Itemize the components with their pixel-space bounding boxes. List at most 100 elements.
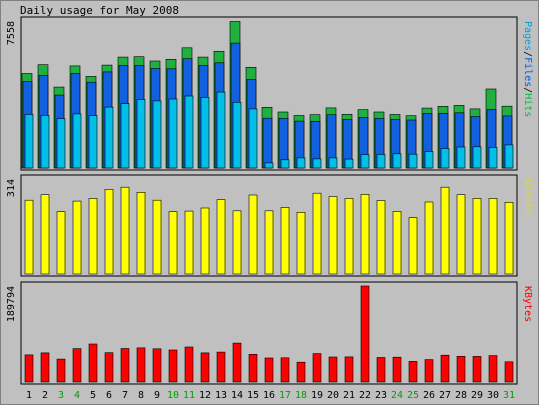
day-label-6: 6: [106, 390, 112, 401]
bar-visits-day-3: [56, 211, 66, 275]
bar-visits-day-7: [120, 186, 130, 275]
bar-pages-day-2: [40, 115, 50, 169]
bar-pages-day-11: [184, 95, 194, 169]
bar-kbytes-day-24: [392, 356, 402, 383]
bar-visits-day-5: [88, 198, 98, 275]
bar-visits-day-31: [504, 202, 514, 275]
day-label-24: 24: [391, 390, 403, 401]
bar-visits-day-24: [392, 211, 402, 275]
bar-pages-day-17: [280, 159, 290, 169]
panel-hits-legend-item: /: [522, 51, 533, 57]
bar-kbytes-day-16: [264, 357, 274, 383]
bar-kbytes-day-12: [200, 352, 210, 383]
day-label-1: 1: [26, 390, 32, 401]
day-label-31: 31: [503, 390, 515, 401]
bar-kbytes-day-17: [280, 357, 290, 383]
bar-visits-day-1: [24, 199, 34, 275]
bar-kbytes-day-7: [120, 348, 130, 383]
panel-visits-legend-item: Visits: [522, 179, 533, 215]
bar-kbytes-day-23: [376, 357, 386, 383]
bar-visits-day-4: [72, 200, 82, 275]
bar-kbytes-day-9: [152, 348, 162, 383]
bar-visits-day-12: [200, 207, 210, 275]
day-label-3: 3: [58, 390, 64, 401]
bar-kbytes-day-18: [296, 361, 306, 383]
day-label-8: 8: [138, 390, 144, 401]
panel-hits-legend-item: Pages: [522, 21, 533, 51]
day-label-7: 7: [122, 390, 128, 401]
day-label-25: 25: [407, 390, 419, 401]
day-label-22: 22: [359, 390, 371, 401]
bar-pages-day-26: [424, 151, 434, 169]
bar-visits-day-11: [184, 210, 194, 275]
bar-visits-day-27: [440, 186, 450, 275]
panel-kbytes-ymax-label: 189794: [6, 286, 17, 322]
bar-kbytes-day-28: [456, 355, 466, 383]
bar-kbytes-day-31: [504, 361, 514, 383]
bar-visits-day-8: [136, 192, 146, 275]
bar-pages-day-19: [312, 158, 322, 169]
bar-visits-day-15: [248, 194, 258, 275]
bar-kbytes-day-29: [472, 356, 482, 383]
bar-pages-day-10: [168, 98, 178, 169]
bar-kbytes-day-10: [168, 349, 178, 383]
bar-kbytes-day-1: [24, 354, 34, 383]
bar-kbytes-day-22: [360, 285, 370, 383]
bar-pages-day-27: [440, 148, 450, 169]
day-label-20: 20: [327, 390, 339, 401]
bar-visits-day-26: [424, 201, 434, 275]
bar-visits-day-6: [104, 189, 114, 275]
bar-visits-day-29: [472, 198, 482, 275]
day-label-29: 29: [471, 390, 483, 401]
bar-visits-day-21: [344, 198, 354, 275]
panel-kbytes: 189794 KBytes: [6, 281, 533, 385]
day-label-4: 4: [74, 390, 80, 401]
panel-visits: 314 Visits: [6, 174, 533, 277]
panel-hits-legend-item: /: [522, 87, 533, 93]
bar-kbytes-day-30: [488, 355, 498, 383]
bar-visits-day-18: [296, 212, 306, 275]
day-label-18: 18: [295, 390, 307, 401]
bar-kbytes-day-21: [344, 356, 354, 383]
bar-visits-day-13: [216, 199, 226, 275]
bar-visits-day-17: [280, 207, 290, 275]
day-label-11: 11: [183, 390, 195, 401]
bar-kbytes-day-4: [72, 348, 82, 383]
bar-pages-day-3: [56, 118, 66, 169]
day-axis-labels: 1 2 3 4 5 6 7 8 9 10 11 12 13 14 15 16 17 18 19 20 21 22 23 24 2…: [26, 390, 515, 401]
bar-visits-day-10: [168, 211, 178, 275]
day-label-23: 23: [375, 390, 387, 401]
bar-kbytes-day-6: [104, 352, 114, 383]
bar-kbytes-day-11: [184, 346, 194, 383]
bar-kbytes-day-13: [216, 351, 226, 383]
bar-pages-day-6: [104, 106, 114, 169]
bar-pages-day-20: [328, 157, 338, 169]
bar-pages-day-22: [360, 154, 370, 169]
bar-kbytes-day-2: [40, 352, 50, 383]
bar-pages-day-1: [24, 114, 34, 169]
bar-kbytes-day-25: [408, 361, 418, 383]
bar-pages-day-5: [88, 115, 98, 169]
day-label-15: 15: [247, 390, 259, 401]
bar-pages-day-4: [72, 113, 82, 169]
day-label-27: 27: [439, 390, 451, 401]
panel-hits-legend: Pages/Files/Hits: [522, 21, 533, 117]
day-label-2: 2: [42, 390, 48, 401]
day-label-12: 12: [199, 390, 211, 401]
day-label-17: 17: [279, 390, 291, 401]
bar-pages-day-23: [376, 154, 386, 169]
bar-kbytes-day-8: [136, 347, 146, 383]
bar-pages-day-12: [200, 97, 210, 169]
bar-pages-day-8: [136, 99, 146, 169]
day-label-9: 9: [154, 390, 160, 401]
bar-pages-day-15: [248, 108, 258, 169]
bar-visits-day-14: [232, 210, 242, 275]
bar-pages-day-30: [488, 147, 498, 169]
bar-kbytes-day-3: [56, 358, 66, 383]
bar-pages-day-7: [120, 103, 130, 169]
bar-pages-day-13: [216, 91, 226, 169]
day-label-14: 14: [231, 390, 243, 401]
bar-kbytes-day-15: [248, 353, 258, 383]
